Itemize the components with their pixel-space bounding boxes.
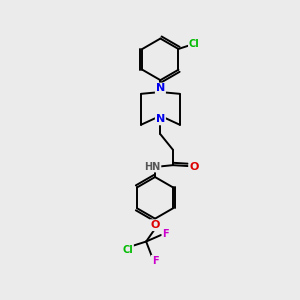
Text: HN: HN <box>144 162 160 172</box>
Text: Cl: Cl <box>189 39 200 49</box>
Text: O: O <box>189 162 199 172</box>
Text: F: F <box>162 229 169 238</box>
Text: N: N <box>156 114 165 124</box>
Text: N: N <box>156 83 165 94</box>
Text: F: F <box>152 256 158 266</box>
Text: Cl: Cl <box>122 244 133 255</box>
Text: O: O <box>150 220 160 230</box>
